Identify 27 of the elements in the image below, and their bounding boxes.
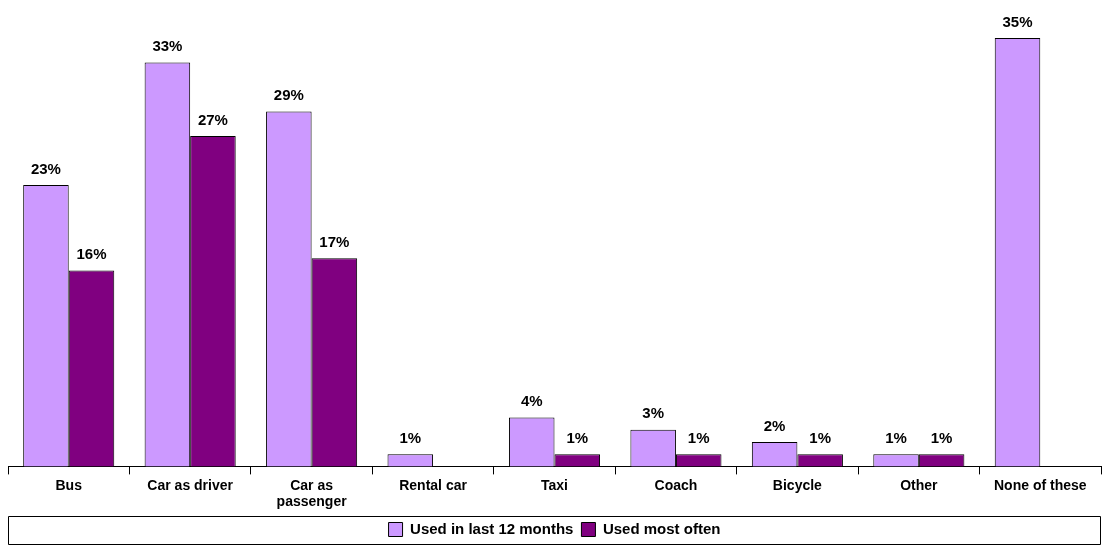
x-tick-label: Rental car — [399, 476, 468, 493]
data-label: 1% — [885, 428, 907, 446]
x-tick-label: Taxi — [541, 476, 568, 493]
data-label: 3% — [642, 404, 665, 422]
x-tick-label: Coach — [654, 476, 698, 493]
x-tick-label: Bus — [55, 476, 83, 493]
legend-label: Used in last 12 months — [410, 519, 574, 537]
data-label: 17% — [319, 232, 350, 250]
data-label: 1% — [809, 428, 831, 446]
x-tick-label: Other — [900, 476, 939, 493]
data-label: 27% — [197, 110, 228, 128]
legend-label: Used most often — [602, 519, 721, 537]
data-label: 2% — [763, 416, 786, 434]
data-label: 23% — [30, 159, 61, 177]
x-tick-label: Car as driver — [147, 476, 234, 493]
data-label: 1% — [399, 428, 422, 446]
data-label: 1% — [687, 428, 710, 446]
x-tick-label: Car as passenger — [276, 476, 348, 510]
x-tick-label: Bicycle — [772, 476, 823, 493]
data-label: 35% — [1002, 12, 1033, 30]
data-label: 29% — [273, 86, 304, 104]
data-label: 1% — [930, 428, 953, 446]
data-label: 4% — [520, 392, 543, 410]
data-label: 1% — [566, 428, 589, 446]
x-tick-label: None of these — [993, 476, 1087, 493]
data-label: 16% — [76, 245, 107, 263]
data-label: 33% — [152, 37, 183, 55]
